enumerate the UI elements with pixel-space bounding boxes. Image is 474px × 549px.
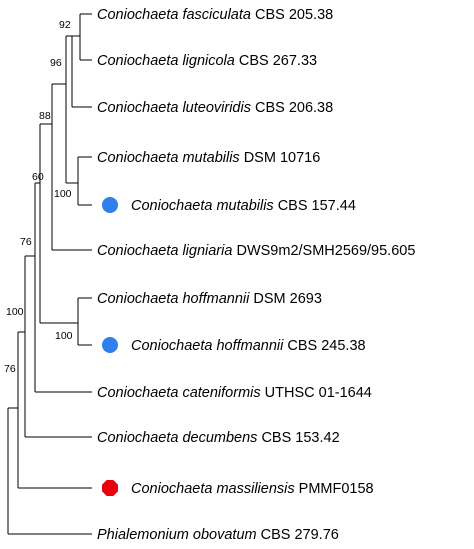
taxon-label: Coniochaeta cateniformis UTHSC 01-1644 [97,385,372,401]
taxon-label: Coniochaeta luteoviridis CBS 206.38 [97,100,333,116]
blue-circle-marker [102,197,118,213]
taxon-label: Coniochaeta massiliensis PMMF0158 [131,481,374,497]
bootstrap-label: 76 [4,363,16,375]
bootstrap-label: 100 [55,330,73,342]
bootstrap-label: 92 [59,19,71,31]
bootstrap-label: 88 [39,110,51,122]
taxon-label: Phialemonium obovatum CBS 279.76 [97,527,339,543]
bootstrap-label: 100 [54,188,72,200]
red-octagon-marker [102,480,118,496]
taxon-label: Coniochaeta ligniaria DWS9m2/SMH2569/95.… [97,243,415,259]
bootstrap-label: 96 [50,57,62,69]
taxon-label: Coniochaeta hoffmannii DSM 2693 [97,291,322,307]
taxon-label: Coniochaeta mutabilis DSM 10716 [97,150,320,166]
taxon-label: Coniochaeta fasciculata CBS 205.38 [97,7,333,23]
taxon-label: Coniochaeta hoffmannii CBS 245.38 [131,338,366,354]
bootstrap-values: 92 96 88 100 60 100 76 100 76 [4,19,73,375]
tree-branches [7,13,92,535]
taxon-label: Coniochaeta decumbens CBS 153.42 [97,430,340,446]
blue-circle-marker [102,337,118,353]
bootstrap-label: 100 [6,306,24,318]
taxon-label: Coniochaeta lignicola CBS 267.33 [97,53,317,69]
sample-markers [102,197,118,496]
bootstrap-label: 76 [20,236,32,248]
taxon-labels: Coniochaeta fasciculata CBS 205.38 Conio… [97,7,415,543]
taxon-label: Coniochaeta mutabilis CBS 157.44 [131,198,356,214]
bootstrap-label: 60 [32,171,44,183]
